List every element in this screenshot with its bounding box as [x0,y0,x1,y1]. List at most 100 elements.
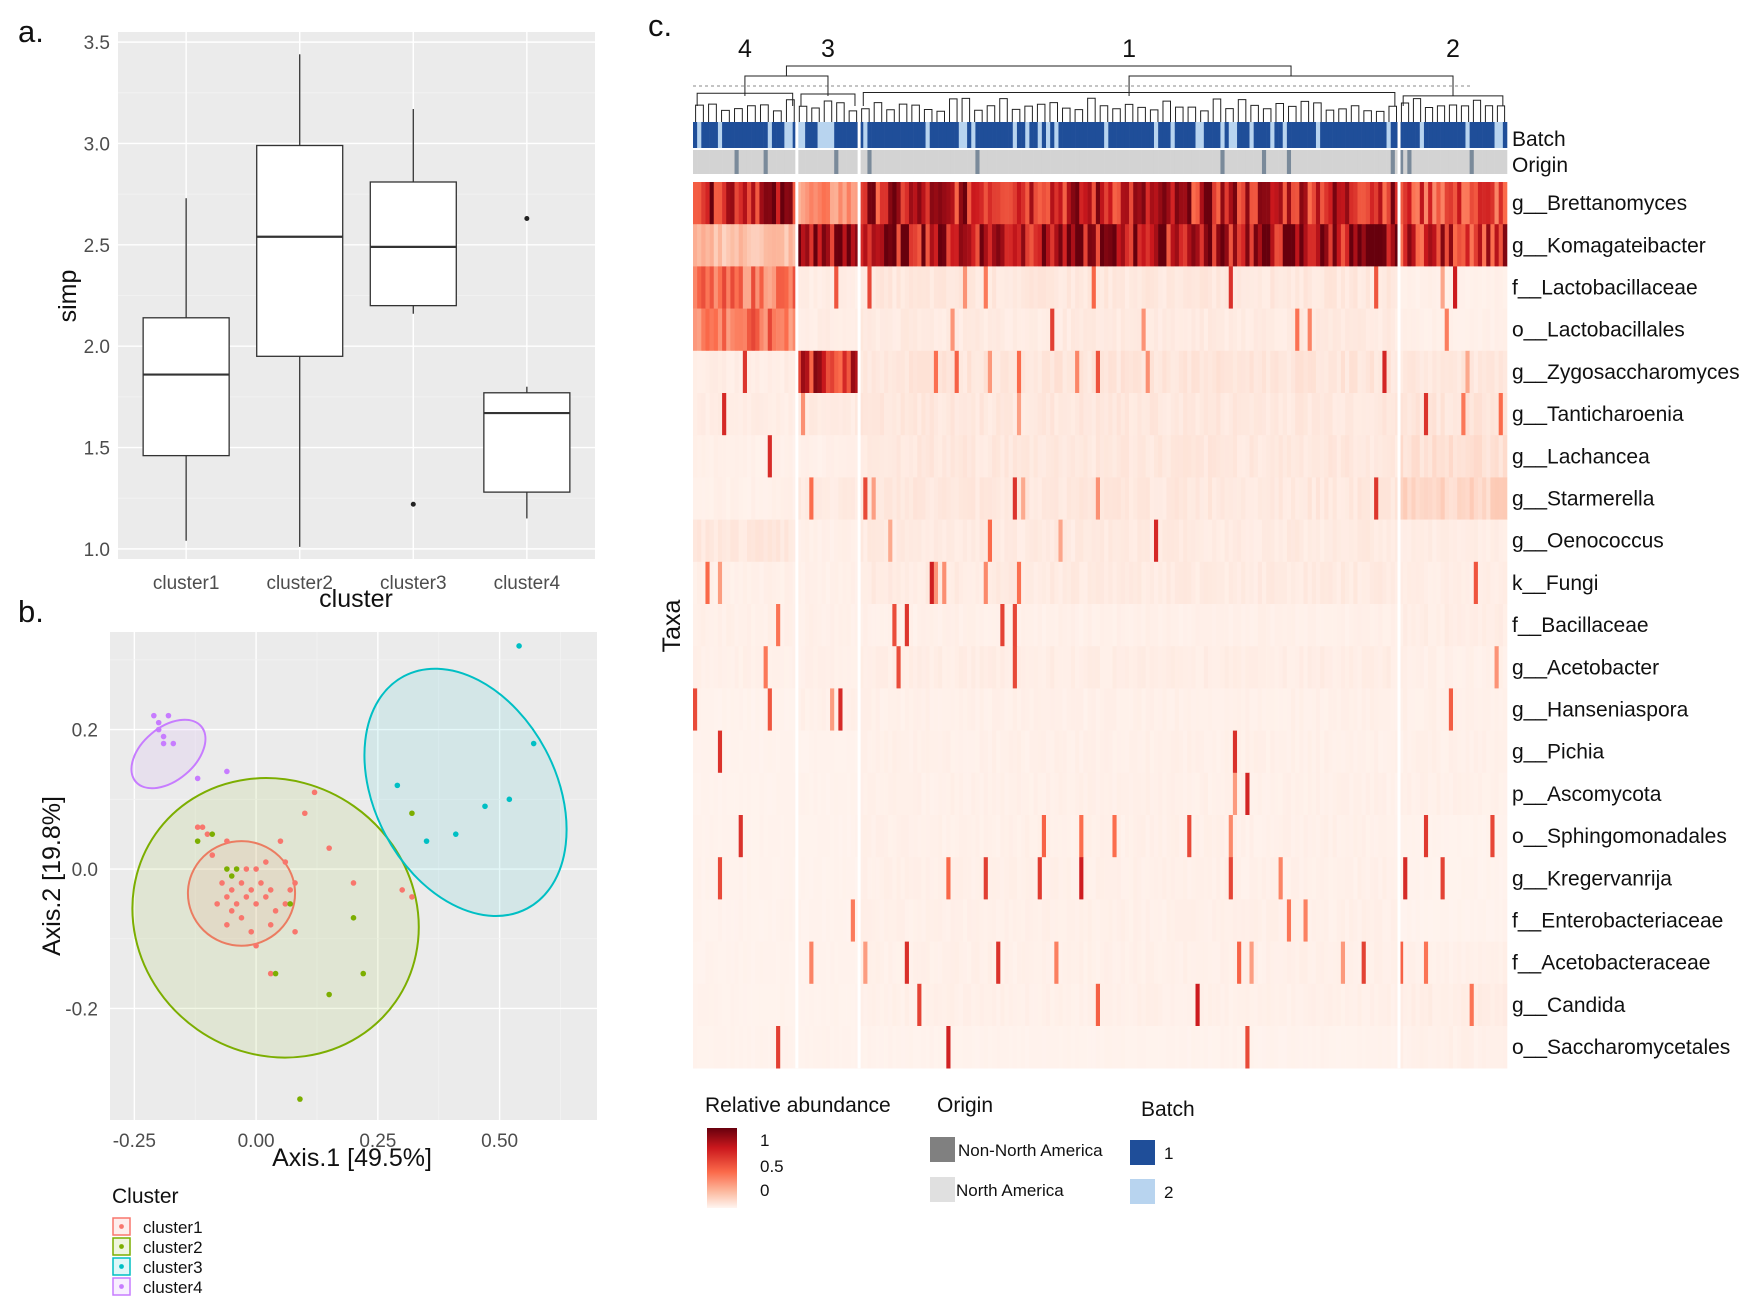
heat-cell [1237,477,1242,520]
heat-cell [1012,224,1018,267]
heat-cell [792,1026,798,1069]
heat-cell [1112,941,1117,985]
heat-cell [1050,604,1055,647]
heat-cell [1253,772,1259,816]
heat-cell [1432,350,1437,394]
heat-cell [1062,857,1068,900]
heat-cell [1295,772,1300,816]
heat-cell [971,1026,976,1069]
heat-cell [1440,899,1446,942]
heat-cell [1274,182,1279,225]
heat-cell [1311,266,1317,309]
heat-cell [722,857,727,900]
heat-cell [884,983,889,1027]
heat-cell [1091,1026,1097,1069]
heat-cell [1270,646,1275,689]
heat-cell [908,688,914,731]
heat-cell [967,308,972,352]
heat-cell [738,604,744,647]
heat-cell [867,435,872,478]
heat-cell [1054,435,1059,478]
heat-cell [1394,730,1400,774]
heat-cell [850,1026,856,1069]
heat-cell [817,182,823,225]
heat-cell [1008,477,1014,520]
heat-cell [1257,688,1263,731]
heat-cell [1315,308,1321,352]
heat-cell [1403,224,1408,267]
heat-cell [892,308,897,352]
heat-cell [1033,561,1039,605]
heat-cell [1050,646,1055,689]
heat-cell [1407,604,1412,647]
heat-cell [1278,1026,1284,1069]
heat-cell [938,519,943,563]
heat-cell [1062,730,1068,774]
heat-cell [693,646,698,689]
heat-cell [1382,308,1387,352]
heat-cell [1378,393,1383,436]
heat-cell [1191,646,1196,689]
heat-cell [904,604,910,647]
heat-cell [979,983,985,1027]
heat-cell [1261,435,1267,478]
origin-cell [767,150,773,174]
heat-cell [713,393,719,436]
heat-cell [1000,266,1005,309]
heat-cell [996,941,1001,985]
batch-cell [1320,122,1325,148]
heat-cell [954,308,960,352]
batch-cell [1195,122,1200,148]
heat-cell [1183,182,1188,225]
heat-cell [1100,519,1105,563]
heat-cell [1357,941,1362,985]
heat-cell [1050,393,1055,436]
heat-cell [1469,224,1475,267]
heat-cell [809,688,814,731]
point-cluster1 [263,894,269,900]
heat-cell [1432,561,1437,605]
heat-cell [1228,224,1234,267]
heat-cell [713,730,719,774]
heat-cell [1178,646,1184,689]
heat-cell [1369,224,1375,267]
heat-cell [1403,772,1408,816]
heat-cell [1220,182,1225,225]
heat-cell [1353,224,1358,267]
heat-cell [950,561,955,605]
heat-cell [1411,688,1416,731]
heat-cell [1245,772,1250,816]
heat-cell [1494,815,1499,858]
heat-cell [900,393,906,436]
heat-cell [1399,604,1404,647]
heat-cell [693,350,698,394]
heat-cell [992,350,997,394]
heat-cell [1054,815,1059,858]
heat-cell [1070,393,1076,436]
heat-cell [1386,224,1392,267]
heat-cell [1490,519,1495,563]
heat-cell [1498,772,1504,816]
heat-cell [1237,224,1242,267]
heat-cell [1037,308,1043,352]
point-cluster1 [282,859,289,865]
origin-cell [1021,150,1026,174]
heat-cell [726,308,731,352]
heat-cell [1403,308,1408,352]
heat-cell [1075,772,1080,816]
heat-cell [809,435,814,478]
heat-cell [1266,815,1271,858]
heat-cell [1166,604,1171,647]
heat-cell [1075,350,1080,394]
heat-cell [1332,435,1338,478]
heat-cell [1104,857,1109,900]
heat-cell [1357,1026,1362,1069]
heat-cell [1058,983,1063,1027]
heat-cell [722,899,727,942]
heat-cell [1270,941,1275,985]
heat-cell [1207,350,1213,394]
heat-cell [1361,941,1367,985]
heat-cell [1062,266,1068,309]
heat-cell [1390,477,1396,520]
batch-cell [933,122,939,148]
